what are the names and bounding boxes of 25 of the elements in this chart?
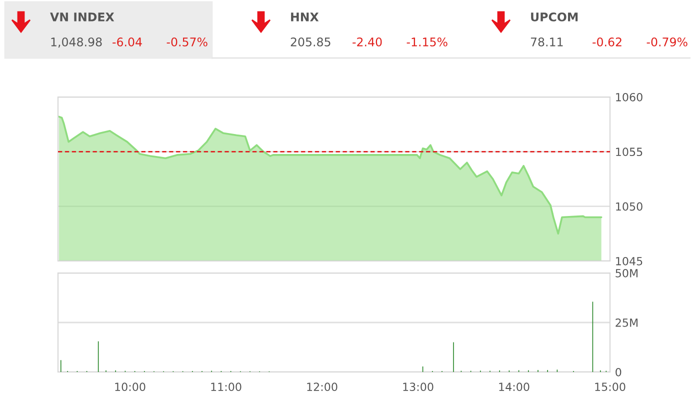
text: 1,048.98 bbox=[51, 37, 102, 48]
text: VN INDEX bbox=[50, 12, 114, 22]
text: HNX bbox=[291, 12, 319, 22]
y-tick-label: 25M bbox=[616, 318, 638, 327]
x-tick-label: 14:00 bbox=[499, 382, 530, 392]
y-tick-label: 1060 bbox=[616, 92, 642, 102]
y-tick-label: 50M bbox=[616, 268, 638, 278]
y-tick-label: 1050 bbox=[616, 202, 642, 211]
y-tick-label: 1055 bbox=[616, 148, 642, 156]
text: -2.40 bbox=[352, 37, 382, 46]
text: -1.15% bbox=[406, 37, 448, 46]
x-tick-label: 15:00 bbox=[595, 382, 626, 392]
text: -0.79% bbox=[646, 37, 688, 46]
text: -0.62 bbox=[592, 37, 622, 46]
y-tick-label: 1045 bbox=[616, 256, 642, 266]
text: 205.85 bbox=[290, 37, 330, 46]
x-tick-label: 11:00 bbox=[211, 382, 242, 392]
x-tick-label: 12:00 bbox=[307, 382, 338, 392]
text: UPCOM bbox=[531, 12, 578, 22]
x-tick-label: 13:00 bbox=[403, 382, 434, 392]
x-tick-label: 10:00 bbox=[115, 382, 146, 392]
text: -6.04 bbox=[112, 37, 142, 46]
text: -0.57% bbox=[166, 37, 208, 46]
text: 78.11 bbox=[530, 37, 563, 46]
y-tick-label: 0 bbox=[616, 368, 622, 376]
